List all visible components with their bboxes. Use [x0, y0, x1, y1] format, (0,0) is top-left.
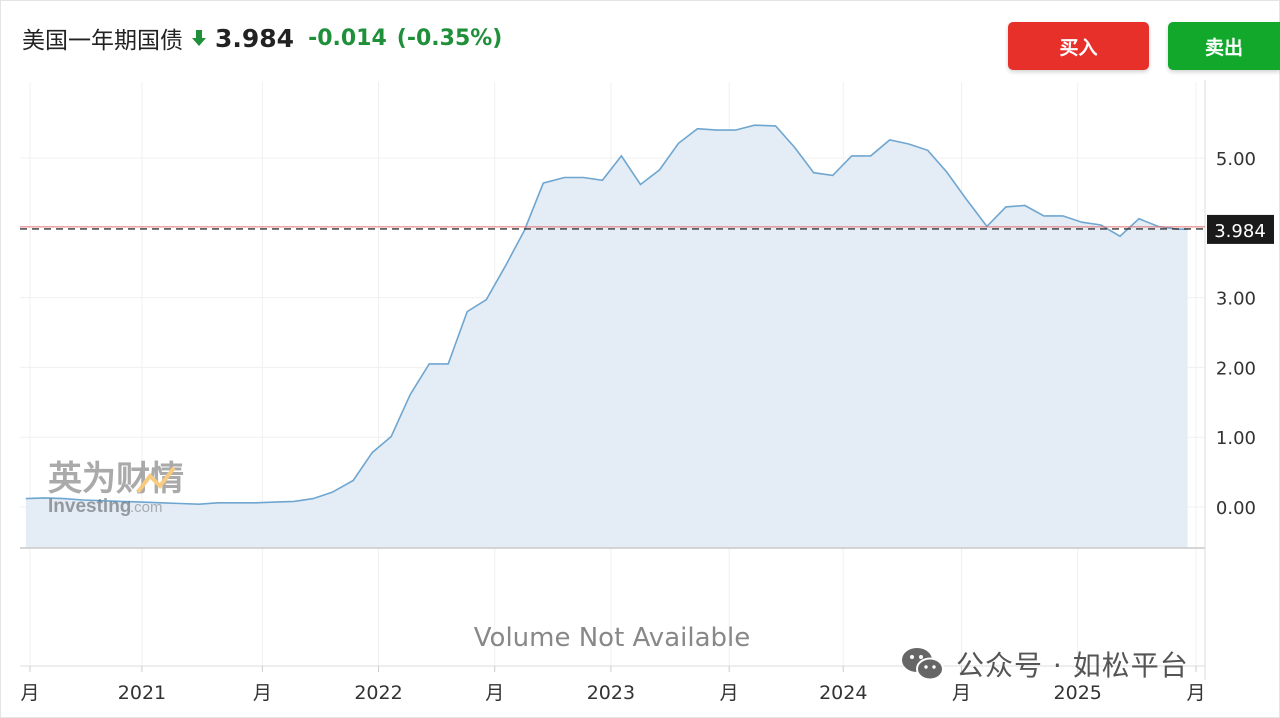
wechat-icon — [902, 648, 944, 681]
x-tick-label: 2024 — [819, 682, 867, 704]
current-price-marker: 3.984 — [20, 214, 1274, 244]
wechat-watermark: 公众号 · 如松平台 — [900, 644, 1189, 684]
current-price-label-box — [1207, 214, 1274, 244]
investing-logo: 英为财情 Investing .com — [48, 459, 184, 517]
sell-button[interactable]: 卖出 — [1168, 22, 1280, 70]
x-axis-ticks: 月 2021 月 2022 月 2023 月 2024 月 2025 月 — [20, 666, 1206, 704]
instrument-title: 美国一年期国债 — [22, 28, 183, 54]
current-price-label: 3.984 — [1214, 221, 1266, 242]
area-series — [25, 124, 1188, 548]
x-tick-label: 2025 — [1054, 682, 1102, 704]
logo-cn-text: 英为财情 — [48, 459, 184, 499]
y-tick-label: 2.00 — [1216, 358, 1256, 379]
x-tick-label: 2021 — [118, 682, 166, 704]
x-tick-label: 月 — [952, 682, 971, 704]
y-tick-label: 1.00 — [1216, 428, 1256, 449]
x-tick-label: 月 — [253, 682, 272, 704]
logo-en-text: Investing — [48, 496, 131, 517]
buy-button[interactable]: 买入 — [1008, 22, 1149, 70]
volume-not-available-text: Volume Not Available — [474, 623, 750, 653]
watermark-text: 公众号 · 如松平台 — [956, 649, 1189, 682]
price-change: -0.014 — [308, 25, 387, 51]
logo-en-suffix: .com — [130, 499, 163, 516]
y-tick-label: 0.00 — [1216, 498, 1256, 519]
price-change-percent: (-0.35%) — [396, 25, 503, 51]
arrow-down-icon — [192, 30, 206, 46]
x-tick-label: 2022 — [354, 682, 402, 704]
x-tick-label: 月 — [20, 682, 39, 704]
x-tick-label: 月 — [1186, 682, 1205, 704]
last-price: 3.984 — [215, 23, 295, 53]
y-tick-label: 3.00 — [1216, 289, 1256, 310]
y-tick-label: 5.00 — [1216, 149, 1256, 170]
x-tick-label: 月 — [720, 682, 739, 704]
y-axis-ticks: 0.00 1.00 2.00 3.00 5.00 — [1216, 149, 1256, 519]
series-area-fill — [25, 125, 1188, 548]
x-tick-label: 2023 — [587, 682, 635, 704]
x-tick-label: 月 — [485, 682, 504, 704]
logo-trend-mark — [136, 466, 176, 494]
series-line[interactable] — [25, 124, 1188, 506]
instrument-header: 美国一年期国债 3.984 -0.014 (-0.35%) — [22, 20, 502, 56]
